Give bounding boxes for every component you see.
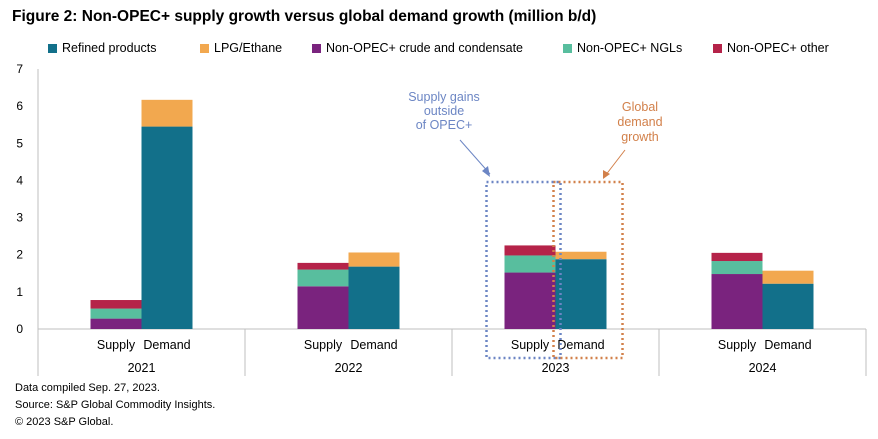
- group-label: 2023: [542, 361, 570, 375]
- y-tick-label: 4: [16, 173, 23, 187]
- legend-swatch: [563, 43, 572, 53]
- annotation-supply-text: of OPEC+: [416, 118, 473, 132]
- legend-label: Non-OPEC+ crude and condensate: [326, 41, 523, 55]
- footnote-copyright: © 2023 S&P Global.: [15, 416, 114, 428]
- legend-label: Non-OPEC+ NGLs: [577, 41, 683, 55]
- legend-label: LPG/Ethane: [214, 41, 283, 55]
- y-tick-label: 5: [16, 136, 23, 150]
- bar-segment: [504, 255, 556, 273]
- legend-item: LPG/Ethane: [200, 41, 282, 55]
- y-tick-label: 2: [16, 248, 23, 262]
- x-tick-label: Demand: [350, 338, 397, 352]
- x-tick-label: Supply: [718, 338, 757, 352]
- legend-item: Non-OPEC+ crude and condensate: [312, 41, 523, 55]
- annotation-supply-text: outside: [424, 104, 464, 118]
- legend-label: Non-OPEC+ other: [727, 41, 829, 55]
- annotation-demand-arrowhead: [603, 170, 610, 179]
- bar-segment: [504, 245, 556, 256]
- bar-segment: [297, 286, 349, 329]
- x-tick-label: Demand: [557, 338, 604, 352]
- bar-segment: [711, 261, 763, 275]
- bar-segment: [90, 318, 142, 329]
- legend-label: Refined products: [62, 41, 157, 55]
- bar-segment: [555, 251, 607, 260]
- y-tick-label: 6: [16, 99, 23, 113]
- bar-segment: [90, 300, 142, 309]
- bar-segment: [141, 126, 193, 329]
- group-label: 2022: [335, 361, 363, 375]
- annotation-demand-text: demand: [617, 115, 662, 129]
- bar-segment: [348, 252, 400, 267]
- demand-highlight-box: [552, 180, 624, 360]
- legend-item: Non-OPEC+ NGLs: [563, 41, 682, 55]
- chart-title: Figure 2: Non-OPEC+ supply growth versus…: [12, 8, 597, 25]
- supply-highlight-box: [485, 180, 562, 360]
- bar-segment: [711, 252, 763, 262]
- annotation-supply-arrow: [459, 139, 491, 175]
- bar-segment: [348, 266, 400, 329]
- legend-swatch: [200, 43, 209, 53]
- bar-segment: [555, 259, 607, 329]
- x-tick-label: Supply: [511, 338, 550, 352]
- y-tick-label: 3: [16, 211, 23, 225]
- group-label: 2021: [128, 361, 156, 375]
- annotation-demand-arrow: [604, 149, 626, 177]
- bar-segment: [297, 262, 349, 270]
- annotation-demand-text: growth: [621, 130, 659, 144]
- y-tick-label: 1: [16, 285, 23, 299]
- bar-segment: [711, 274, 763, 329]
- legend-swatch: [48, 43, 57, 53]
- bar-segment: [504, 272, 556, 329]
- legend-item: Non-OPEC+ other: [713, 41, 829, 55]
- footnote-date: Data compiled Sep. 27, 2023.: [15, 382, 160, 394]
- bar-segment: [90, 308, 142, 319]
- annotation-supply-text: Supply gains: [408, 90, 480, 104]
- bar-segment: [297, 269, 349, 287]
- legend-item: Refined products: [48, 41, 157, 55]
- y-tick-label: 0: [16, 322, 23, 336]
- legend-swatch: [312, 43, 321, 53]
- annotation-demand-text: Global: [622, 100, 658, 114]
- annotation-supply-arrowhead: [482, 166, 490, 177]
- x-tick-label: Supply: [304, 338, 343, 352]
- x-tick-label: Demand: [143, 338, 190, 352]
- legend-swatch: [713, 43, 722, 53]
- group-label: 2024: [749, 361, 777, 375]
- footnote-source: Source: S&P Global Commodity Insights.: [15, 399, 216, 411]
- bar-segment: [141, 99, 193, 127]
- bar-segment: [762, 270, 814, 284]
- x-tick-label: Supply: [97, 338, 136, 352]
- y-tick-label: 7: [16, 62, 23, 76]
- bar-segment: [762, 283, 814, 329]
- x-tick-label: Demand: [764, 338, 811, 352]
